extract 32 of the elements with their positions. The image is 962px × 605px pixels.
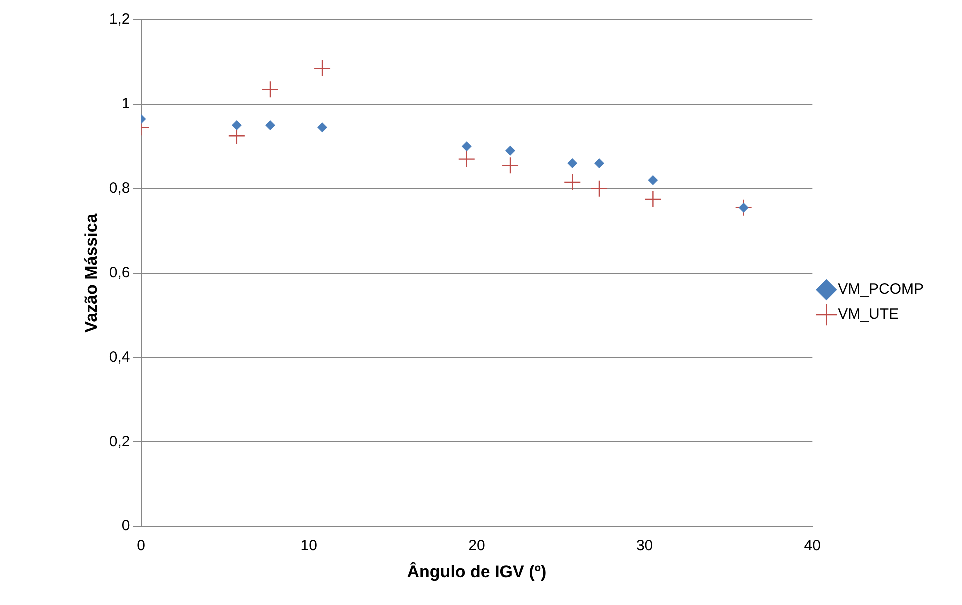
point	[644, 190, 662, 208]
legend-label: VM_PCOMP	[838, 281, 924, 298]
x-tick-label: 20	[468, 538, 486, 555]
point	[648, 175, 658, 186]
y-tick-label: 0	[122, 518, 130, 535]
y-tick-label: 0,6	[109, 264, 130, 282]
point	[502, 157, 520, 174]
point	[590, 180, 608, 198]
y-axis-title: Vazão Mássica	[82, 213, 101, 333]
y-tick-label: 0,2	[109, 433, 130, 450]
point	[458, 150, 476, 168]
y-tick-label: 1	[122, 96, 130, 113]
y-tick-label: 0,8	[109, 180, 130, 198]
x-tick-label: 40	[804, 538, 821, 555]
point	[564, 174, 582, 192]
point	[314, 60, 332, 78]
point	[265, 120, 276, 131]
point	[232, 120, 242, 131]
y-tick-label: 0,4	[109, 348, 130, 366]
x-axis-title: Ângulo de IGV (º)	[407, 561, 547, 582]
point	[738, 202, 749, 213]
point	[568, 158, 578, 169]
point	[506, 146, 516, 156]
point	[318, 122, 328, 133]
point	[462, 142, 472, 152]
x-tick-label: 0	[137, 538, 146, 555]
x-tick-label: 10	[300, 538, 318, 555]
legend-label: VM_UTE	[838, 306, 899, 324]
x-tick-label: 30	[636, 538, 654, 555]
point	[262, 81, 280, 98]
y-tick-label: 1,2	[109, 11, 130, 28]
point	[594, 158, 604, 169]
